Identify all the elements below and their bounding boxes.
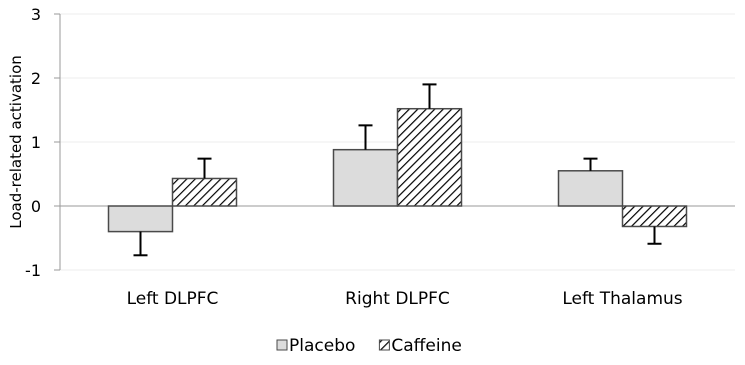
bar-placebo-2 <box>332 148 399 207</box>
y-tick-label: 2 <box>31 69 41 88</box>
category-label: Right DLPFC <box>345 289 450 309</box>
y-axis-title: Load-related activation <box>7 55 25 229</box>
bar-placebo-3 <box>557 170 624 207</box>
gridlines <box>60 13 735 271</box>
legend-label-placebo: Placebo <box>289 336 355 356</box>
error-bars <box>133 83 662 257</box>
bar-caffeine-3 <box>621 205 688 228</box>
bar-placebo-1 <box>107 205 174 233</box>
legend-swatch-placebo <box>276 339 288 351</box>
legend-swatch-caffeine <box>378 339 390 351</box>
y-tick-label: -1 <box>25 261 41 280</box>
bar-caffeine-1 <box>171 177 238 207</box>
y-tick-label: 3 <box>31 5 41 24</box>
bar-caffeine-2 <box>396 107 463 207</box>
y-tick-label: 0 <box>31 197 41 216</box>
y-tick-labels: -1 0 1 2 3 <box>25 5 41 280</box>
category-label: Left DLPFC <box>127 289 219 309</box>
legend: Placebo Caffeine <box>276 336 462 356</box>
y-tick-label: 1 <box>31 133 41 152</box>
category-label: Left Thalamus <box>562 289 682 309</box>
category-labels: Left DLPFC Right DLPFC Left Thalamus <box>127 289 683 309</box>
legend-label-caffeine: Caffeine <box>391 336 461 356</box>
bars <box>107 107 688 233</box>
